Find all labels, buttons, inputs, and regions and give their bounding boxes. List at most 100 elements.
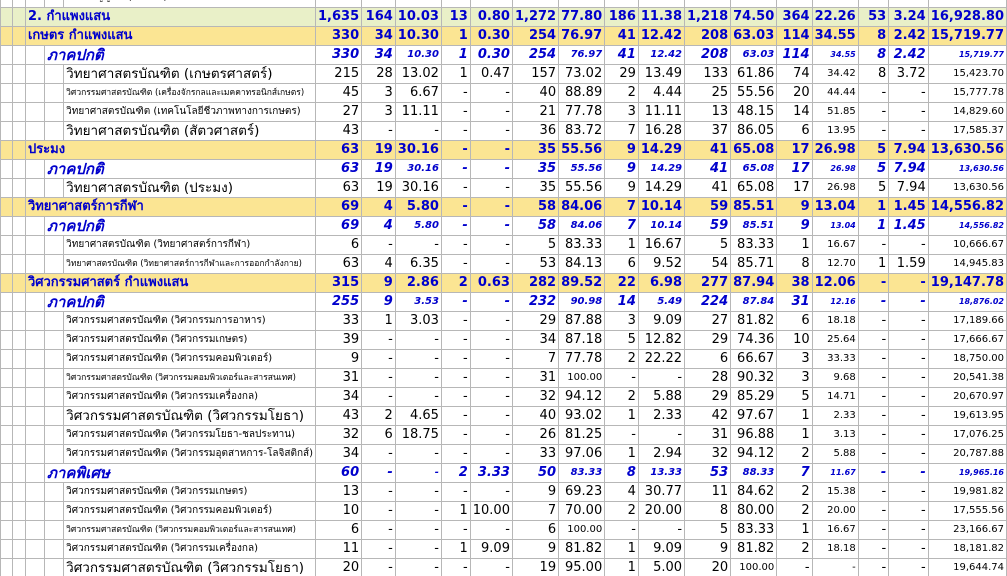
value-cell[interactable]: 61.86	[730, 64, 778, 84]
indent-cell[interactable]	[12, 121, 26, 141]
value-cell[interactable]: 3	[604, 102, 639, 122]
value-cell[interactable]: 7	[511, 349, 560, 369]
value-cell[interactable]: 42	[684, 406, 732, 426]
indent-cell[interactable]	[12, 349, 26, 369]
value-cell[interactable]: 33.33	[811, 349, 859, 369]
value-cell[interactable]: -	[440, 102, 471, 122]
value-cell[interactable]: -	[469, 102, 513, 122]
value-cell[interactable]: -	[857, 235, 890, 255]
value-cell[interactable]: -	[469, 235, 513, 255]
indent-cell[interactable]	[24, 425, 46, 445]
indent-cell[interactable]	[24, 349, 46, 369]
row-label[interactable]: วิศวกรรมศาสตร์ กำแพงแสน	[24, 273, 317, 293]
row-label[interactable]: ภาคพิเศษ	[44, 463, 316, 483]
value-cell[interactable]: -	[888, 482, 929, 502]
value-cell[interactable]: 20.00	[811, 501, 859, 521]
value-cell[interactable]: 63.03	[730, 45, 778, 65]
value-cell[interactable]: -	[394, 235, 442, 255]
value-cell[interactable]: 74.36	[730, 330, 778, 350]
value-cell[interactable]: 7	[511, 501, 560, 521]
indent-cell[interactable]	[0, 558, 14, 576]
value-cell[interactable]: -	[888, 387, 929, 407]
value-cell[interactable]	[314, 0, 363, 8]
value-cell[interactable]: -	[361, 539, 396, 559]
value-cell[interactable]: -	[469, 558, 513, 576]
value-cell[interactable]: 1	[776, 406, 813, 426]
value-cell[interactable]	[361, 0, 396, 8]
value-cell[interactable]: 88.33	[730, 463, 778, 483]
indent-cell[interactable]	[12, 45, 26, 65]
value-cell[interactable]: 70.00	[558, 501, 606, 521]
value-cell[interactable]: -	[440, 444, 471, 464]
value-cell[interactable]: 12.06	[811, 273, 859, 293]
row-label[interactable]: วิศวกรรมศาสตรบัณฑิต (วิศวกรรมคอมพิวเตอร์…	[63, 368, 316, 388]
value-cell[interactable]: -	[440, 311, 471, 331]
value-cell[interactable]: 2	[776, 501, 813, 521]
value-cell[interactable]: 8	[776, 254, 813, 274]
indent-cell[interactable]	[44, 121, 65, 141]
value-cell[interactable]: -	[440, 140, 471, 160]
value-cell[interactable]: 2.86	[394, 273, 442, 293]
indent-cell[interactable]	[12, 140, 26, 160]
indent-cell[interactable]	[12, 159, 26, 179]
indent-cell[interactable]	[44, 83, 65, 103]
value-cell[interactable]: 17,555.56	[927, 501, 1007, 521]
value-cell[interactable]: 96.88	[730, 425, 778, 445]
indent-cell[interactable]	[12, 558, 26, 576]
value-cell[interactable]: -	[857, 83, 890, 103]
value-cell[interactable]: 69	[314, 197, 363, 217]
indent-cell[interactable]	[44, 0, 65, 8]
indent-cell[interactable]	[0, 330, 14, 350]
value-cell[interactable]: 10.30	[394, 45, 442, 65]
value-cell[interactable]: 17,585.37	[927, 121, 1007, 141]
value-cell[interactable]: -	[361, 482, 396, 502]
value-cell[interactable]: 3.13	[811, 425, 859, 445]
value-cell[interactable]: -	[440, 83, 471, 103]
value-cell[interactable]: 100.00	[558, 520, 606, 540]
value-cell[interactable]: 2.42	[888, 26, 929, 46]
value-cell[interactable]: 90.98	[558, 292, 606, 312]
value-cell[interactable]: 22.22	[637, 349, 686, 369]
value-cell[interactable]: 33	[511, 444, 560, 464]
value-cell[interactable]: 1	[604, 558, 639, 576]
value-cell[interactable]: -	[440, 159, 471, 179]
value-cell[interactable]: 1	[857, 254, 890, 274]
value-cell[interactable]: 40	[511, 406, 560, 426]
indent-cell[interactable]	[44, 235, 65, 255]
value-cell[interactable]: 2.33	[811, 406, 859, 426]
indent-cell[interactable]	[12, 520, 26, 540]
value-cell[interactable]: -	[888, 102, 929, 122]
value-cell[interactable]	[558, 0, 606, 8]
value-cell[interactable]: 30.16	[394, 178, 442, 198]
indent-cell[interactable]	[0, 425, 14, 445]
value-cell[interactable]: -	[394, 121, 442, 141]
value-cell[interactable]: 55.56	[730, 83, 778, 103]
value-cell[interactable]: 13.02	[394, 64, 442, 84]
value-cell[interactable]: -	[394, 387, 442, 407]
value-cell[interactable]: -	[394, 520, 442, 540]
value-cell[interactable]: 13,630.56	[927, 178, 1007, 198]
indent-cell[interactable]	[12, 330, 26, 350]
value-cell[interactable]	[730, 0, 778, 8]
value-cell[interactable]: 97.67	[730, 406, 778, 426]
value-cell[interactable]: 8	[684, 501, 732, 521]
value-cell[interactable]: -	[888, 368, 929, 388]
value-cell[interactable]: 1	[361, 311, 396, 331]
value-cell[interactable]: 20	[314, 558, 363, 576]
indent-cell[interactable]	[44, 406, 65, 426]
value-cell[interactable]: -	[857, 311, 890, 331]
value-cell[interactable]: 13	[314, 482, 363, 502]
value-cell[interactable]	[440, 0, 471, 8]
value-cell[interactable]: -	[440, 425, 471, 445]
indent-cell[interactable]	[12, 197, 26, 217]
value-cell[interactable]: 28	[684, 368, 732, 388]
value-cell[interactable]: 40	[511, 83, 560, 103]
value-cell[interactable]: 8	[857, 64, 890, 84]
value-cell[interactable]: 6	[604, 254, 639, 274]
value-cell[interactable]: -	[857, 520, 890, 540]
value-cell[interactable]: 1	[604, 539, 639, 559]
value-cell[interactable]: -	[469, 482, 513, 502]
value-cell[interactable]: 41	[684, 178, 732, 198]
value-cell[interactable]: 17	[776, 178, 813, 198]
value-cell[interactable]: -	[857, 292, 890, 312]
